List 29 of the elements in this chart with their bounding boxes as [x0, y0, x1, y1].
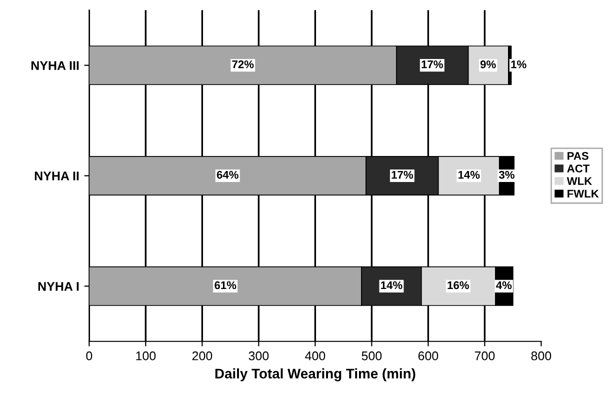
x-tick-label: 500: [362, 351, 382, 360]
annotation: 17%: [392, 170, 414, 179]
x-axis-title: Daily Total Wearing Time (min): [215, 368, 416, 382]
annotation: 72%: [232, 60, 254, 68]
legend-label: PAS: [568, 152, 588, 160]
annotation: 3%: [498, 170, 514, 179]
x-tick-label: 400: [305, 351, 326, 360]
annotation: 64%: [216, 170, 238, 179]
y-tick-label: NYHA I: [38, 282, 79, 291]
x-tick-label: 100: [136, 351, 156, 360]
x-tick-label: 800: [531, 351, 552, 360]
annotation: 14%: [381, 281, 402, 290]
x-tick-label: 0: [86, 351, 92, 360]
annotation: 9%: [480, 60, 496, 68]
x-tick-label: 200: [192, 351, 212, 360]
annotation: 14%: [458, 170, 480, 179]
x-tick-label: 700: [474, 351, 495, 360]
x-tick-label: 600: [418, 351, 438, 360]
legend-label: ACT: [567, 164, 590, 172]
x-tick-label: 300: [248, 351, 269, 360]
annotation: 4%: [496, 281, 512, 290]
annotation: 17%: [422, 60, 443, 68]
annotation: 61%: [214, 281, 236, 290]
legend-label: WLK: [566, 177, 592, 185]
legend-label: FWLK: [568, 190, 599, 198]
y-tick-label: NYHA II: [34, 172, 79, 180]
annotation: 16%: [448, 281, 469, 290]
annotation: 1%: [511, 60, 526, 68]
y-tick-label: NYHA III: [31, 61, 79, 70]
